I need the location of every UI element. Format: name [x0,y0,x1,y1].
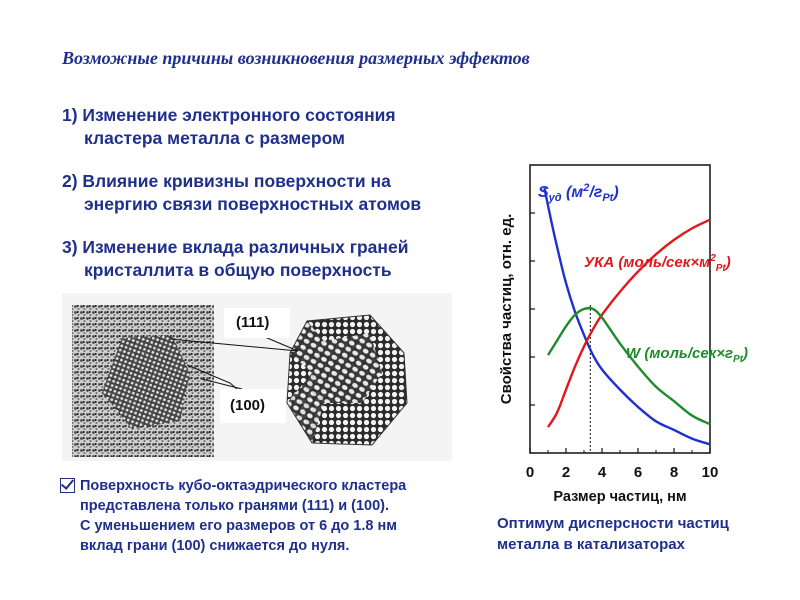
leader-100-b [229,382,238,390]
cause-item-2: 2) Влияние кривизны поверхности на энерг… [62,170,421,216]
s-specific-surface-line [543,187,711,446]
note-line-1: Поверхность кубо-октаэдрического кластер… [80,478,407,494]
cause-item-2-line2: энергию связи поверхностных атомов [84,194,422,214]
note-line-3: С уменьшением его размеров от 6 до 1.8 н… [80,518,397,534]
particle-property-chart: 0 2 4 6 8 10 Размер частиц, нм Свойства частиц,… [498,164,748,505]
chart-caption: Оптимум дисперсности частиц металла в ка… [497,513,729,555]
x-tick-label: 0 [526,464,534,481]
x-tick-label: 10 [702,464,719,481]
tem-particle [102,335,190,429]
cluster-micrograph: (111) (100) [62,293,452,461]
x-axis-label: Размер частиц, нм [553,489,686,505]
cluster-note: Поверхность кубо-октаэдрического кластер… [60,476,406,556]
cubo-octahedron-model [286,314,408,446]
checkbox-icon [60,478,75,493]
leader-111-a [169,338,299,352]
leader-100-c [201,378,243,390]
cause-item-3-line2: кристаллита в общую поверхность [84,260,392,280]
caption-line-2: металла в катализаторах [497,536,685,553]
leader-100-a [186,364,231,384]
x-tick-label: 4 [598,464,607,481]
micrograph-image [72,305,408,457]
cause-item-2-line1: 2) Влияние кривизны поверхности на [62,171,391,191]
note-line-4: вклад грани (100) снижается до нуля. [80,538,350,554]
series-label-s: Sуд (м2/гPt) [538,182,619,204]
x-tick-label: 2 [562,464,570,481]
series-label-yka: УКА (моль/сек×м2Pt) [584,253,731,274]
face-label-100: (100) [230,397,266,414]
caption-line-1: Оптимум дисперсности частиц [497,515,729,532]
cause-item-1: 1) Изменение электронного состояния клас… [62,104,396,150]
x-tick-label: 6 [634,464,642,481]
cause-item-3: 3) Изменение вклада различных граней кри… [62,236,408,282]
cause-item-1-line1: 1) Изменение электронного состояния [62,105,396,125]
cause-item-3-line1: 3) Изменение вклада различных граней [62,237,409,257]
slide-title: Возможные причины возникновения размерны… [62,48,530,68]
x-tick-label: 8 [670,464,678,481]
w-rate-line [546,306,711,426]
y-axis-label: Свойства частиц, отн. ед. [498,214,515,405]
cause-item-1-line2: кластера металла с размером [84,128,345,148]
face-label-111: (111) [236,314,270,331]
note-line-2: представлена только гранями (111) и (100… [80,498,390,514]
series-label-w: W (моль/сек×гPt) [626,345,748,365]
yka-activity-line [546,218,711,428]
